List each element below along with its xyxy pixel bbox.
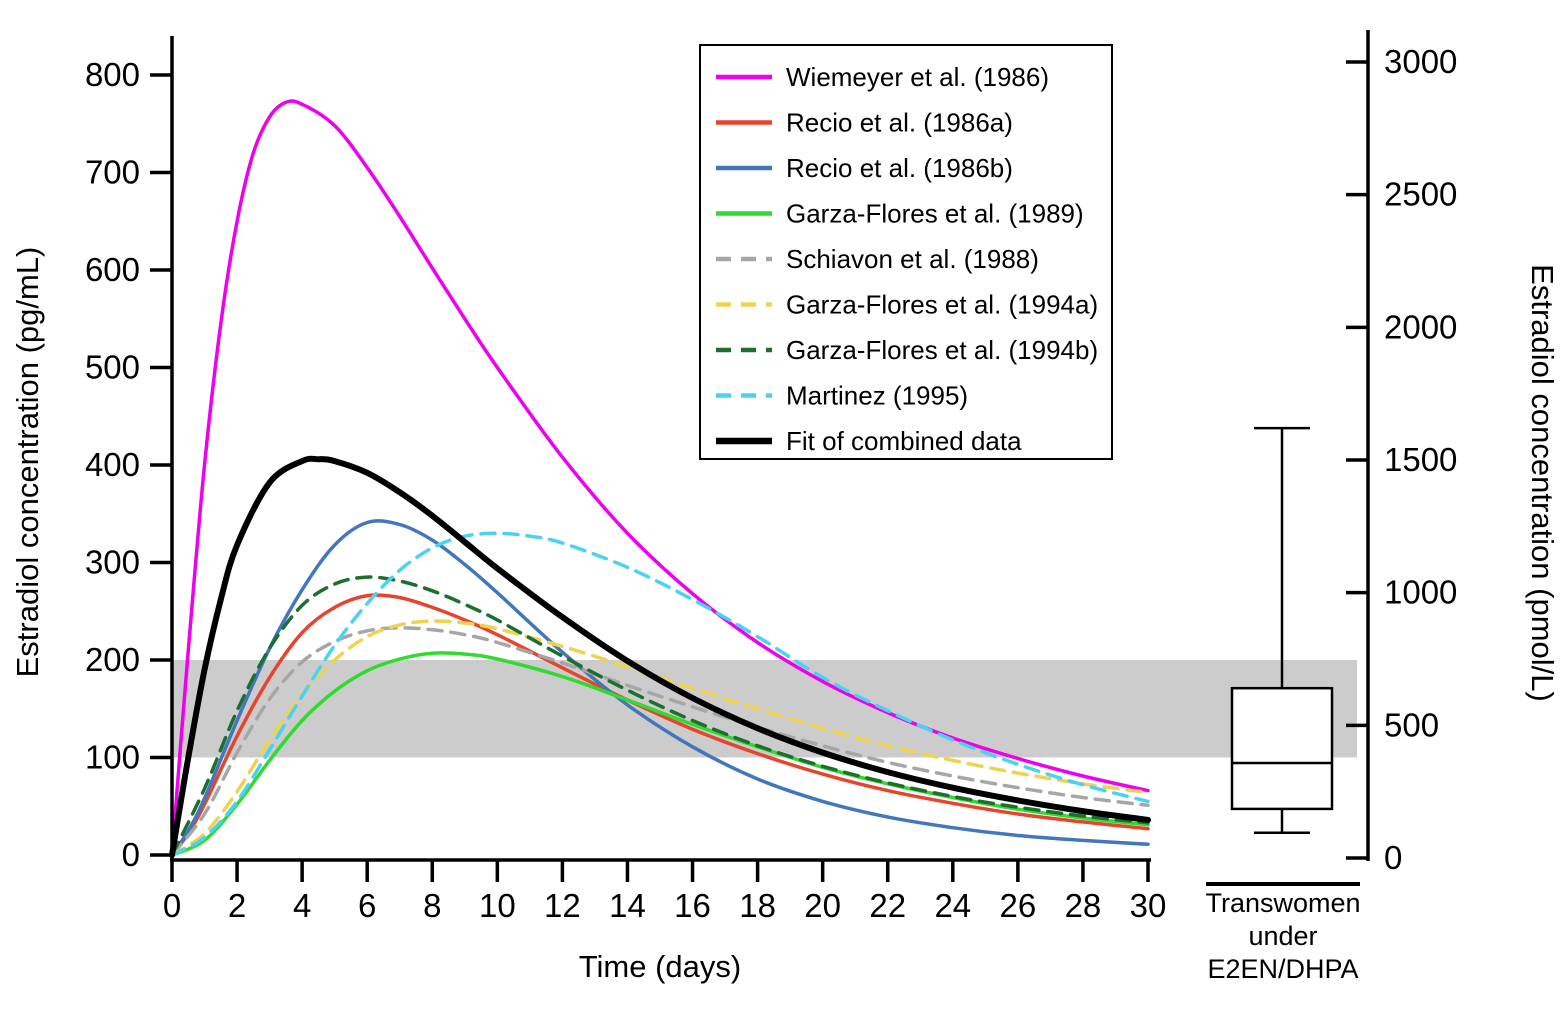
left-axis-tick-label: 200 [85,641,140,678]
bottom-axis-tick-label: 20 [804,887,841,924]
legend-label: Martinez (1995) [786,381,968,411]
right-axis-title: Estradiol concentration (pmol/L) [1525,264,1560,702]
bottom-axis-tick-label: 12 [544,887,581,924]
series-line-7 [170,531,1150,857]
bottom-axis-tick-label: 4 [293,887,311,924]
legend-label: Recio et al. (1986a) [786,108,1013,138]
bottom-axis-tick-label: 26 [1000,887,1037,924]
reference-band [172,660,1357,758]
bottom-axis-tick-label: 10 [479,887,516,924]
legend-label: Fit of combined data [786,426,1022,456]
x-axis-title: Time (days) [579,949,741,984]
left-axis-tick-label: 300 [85,544,140,581]
left-axis-tick-label: 800 [85,56,140,93]
right-axis-tick-label: 1000 [1384,574,1457,611]
legend-label: Schiavon et al. (1988) [786,244,1039,274]
legend-label: Garza-Flores et al. (1989) [786,199,1084,229]
bottom-axis-tick-label: 24 [934,887,971,924]
legend-label: Garza-Flores et al. (1994b) [786,335,1098,365]
boxplot-label-line-3: E2EN/DHPA [1207,954,1358,984]
right-axis-tick-label: 1500 [1384,441,1457,478]
bottom-axis-tick-label: 30 [1130,887,1167,924]
bottom-axis-tick-label: 22 [869,887,906,924]
bottom-axis-tick-label: 6 [358,887,376,924]
series-line-2 [170,519,1150,857]
boxplot-label-line-2: under [1248,921,1317,951]
legend-label: Garza-Flores et al. (1994a) [786,290,1098,320]
left-axis-title: Estradiol concentration (pg/mL) [10,247,45,678]
series-line-6 [170,575,1150,857]
bottom-axis-tick-label: 16 [674,887,711,924]
left-axis-tick-label: 0 [122,836,140,873]
left-axis-tick-label: 600 [85,251,140,288]
right-axis-tick-label: 2000 [1384,308,1457,345]
left-axis-tick-label: 700 [85,154,140,191]
series-line-5 [170,619,1150,857]
legend-label: Wiemeyer et al. (1986) [786,62,1049,92]
bottom-axis-tick-label: 2 [228,887,246,924]
right-axis-tick-label: 3000 [1384,43,1457,80]
series-line-1 [170,593,1150,857]
right-axis-tick-label: 500 [1384,706,1439,743]
right-axis-tick-label: 2500 [1384,176,1457,213]
left-axis-tick-label: 100 [85,739,140,776]
boxplot-box [1230,686,1334,811]
legend-box [699,44,1113,460]
legend-label: Recio et al. (1986b) [786,153,1013,183]
left-axis-tick-label: 500 [85,349,140,386]
right-axis-tick-label: 0 [1384,839,1402,876]
bottom-axis-tick-label: 14 [609,887,646,924]
boxplot-label-line-1: Transwomen [1205,888,1360,918]
series-line-4 [170,626,1150,857]
bottom-axis-tick-label: 18 [739,887,776,924]
bottom-axis-tick-label: 8 [423,887,441,924]
series-line-8 [169,455,1151,858]
bottom-axis-tick-label: 28 [1065,887,1102,924]
left-axis-tick-label: 400 [85,446,140,483]
bottom-axis-tick-label: 0 [163,887,181,924]
series-line-0 [170,99,1150,857]
